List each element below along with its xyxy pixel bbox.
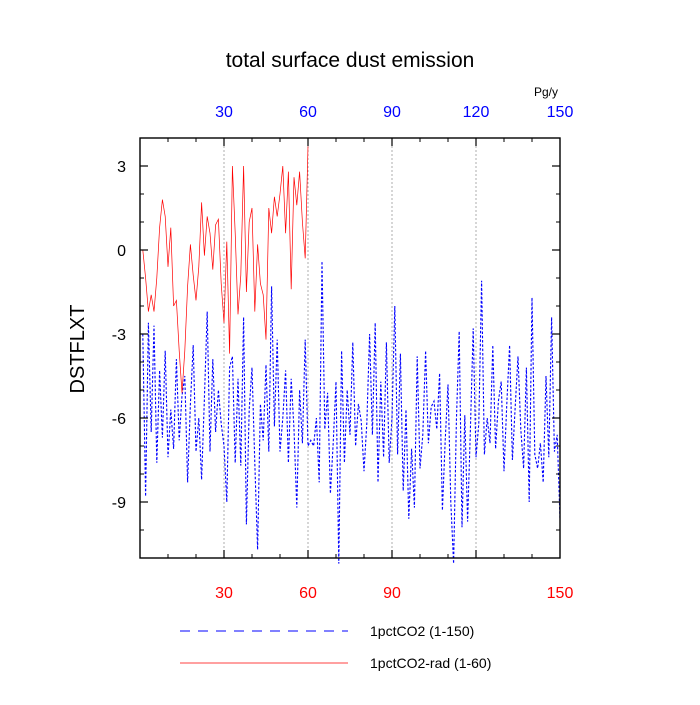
y-tick-label: -3 [112,327,126,344]
y-tick-label: -9 [112,495,126,512]
series-layer [142,146,561,564]
chart-title: total surface dust emission [226,49,475,72]
units-label: Pg/y [534,85,558,99]
gridlines [223,138,477,558]
bottom-x-tick-label: 60 [299,585,317,602]
top-x-tick-label: 150 [547,104,574,121]
series-line-2 [142,146,309,393]
bottom-x-tick-label: 30 [215,585,233,602]
legend: 1pctCO2 (1-150) 1pctCO2-rad (1-60) [180,623,491,671]
bottom-x-tick-label: 90 [383,585,401,602]
y-tick-label: 3 [117,159,126,176]
series-line-1 [142,261,561,564]
y-tick-label: 0 [117,243,126,260]
legend-label-1: 1pctCO2 (1-150) [370,623,474,639]
legend-label-2: 1pctCO2-rad (1-60) [370,655,491,671]
top-x-tick-label: 90 [383,104,401,121]
bottom-x-tick-label: 150 [547,585,574,602]
top-x-tick-label: 30 [215,104,233,121]
top-x-tick-label: 60 [299,104,317,121]
y-tick-label: -6 [112,411,126,428]
top-x-tick-label: 120 [463,104,490,121]
plot-frame [139,137,561,559]
y-axis-label: DSTFLXT [67,305,89,394]
